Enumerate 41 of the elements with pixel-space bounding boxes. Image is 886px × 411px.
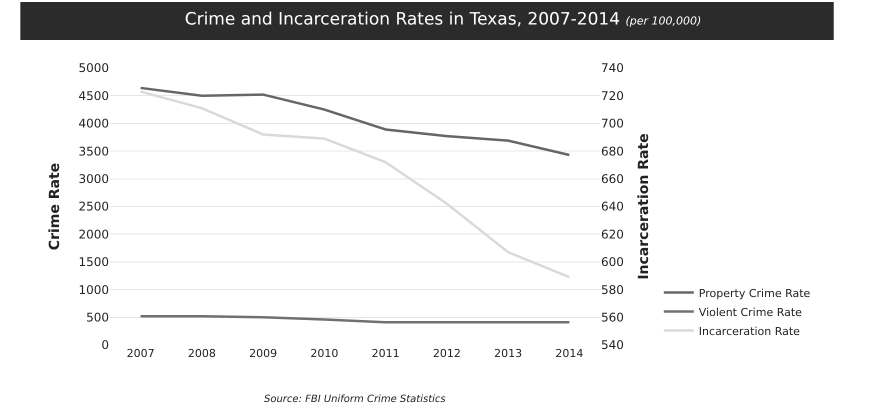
y2-tick-label: 560	[601, 310, 624, 324]
x-tick-label: 2009	[249, 347, 278, 360]
y2-axis-title: Incarceration Rate	[636, 133, 652, 280]
legend-label: Property Crime Rate	[698, 286, 811, 300]
y2-tick-label: 640	[601, 200, 624, 214]
x-tick-label: 2013	[494, 347, 522, 360]
y-tick-label: 3000	[78, 172, 109, 186]
line-series	[139, 314, 571, 324]
x-tick-label: 2014	[555, 347, 584, 360]
y2-tick-label: 580	[601, 282, 624, 297]
legend-label: Violent Crime Rate	[698, 306, 802, 319]
x-tick-label: 2010	[310, 347, 338, 360]
y2-tick-label: 620	[601, 227, 624, 242]
y-axis-title: Crime Rate	[47, 162, 64, 250]
line-series	[139, 86, 571, 156]
y-tick-label: 2000	[78, 227, 109, 242]
y-tick-label: 1000	[78, 282, 109, 297]
y2-tick-label: 600	[601, 255, 624, 270]
line-series	[139, 90, 571, 278]
y2-tick-label: 680	[601, 144, 624, 158]
y2-tick-label: 540	[601, 338, 624, 352]
y-tick-label: 5000	[78, 61, 109, 76]
y-tick-label: 1500	[78, 255, 109, 270]
legend-label: Incarceration Rate	[698, 324, 800, 338]
source-note: Source: FBI Uniform Crime Statistics	[264, 394, 446, 405]
chart-title: Crime and Incarceration Rates in Texas, 2007-2014	[184, 9, 620, 30]
y2-tick-label: 740	[601, 61, 624, 76]
x-tick-label: 2008	[188, 347, 216, 360]
y-tick-label: 500	[86, 310, 109, 324]
y-tick-label: 2500	[78, 200, 109, 214]
y-tick-label: 3500	[78, 144, 109, 158]
y2-tick-label: 720	[601, 88, 624, 103]
y2-tick-label: 660	[601, 172, 624, 186]
x-tick-label: 2007	[126, 347, 155, 360]
text: (per 100,000)	[625, 14, 702, 28]
y2-tick-label: 700	[601, 116, 624, 131]
x-tick-label: 2012	[432, 347, 461, 360]
x-tick-label: 2011	[372, 347, 400, 360]
y-tick-label: 0	[101, 338, 109, 352]
y-tick-label: 4000	[78, 116, 109, 131]
y-tick-label: 4500	[78, 88, 109, 103]
